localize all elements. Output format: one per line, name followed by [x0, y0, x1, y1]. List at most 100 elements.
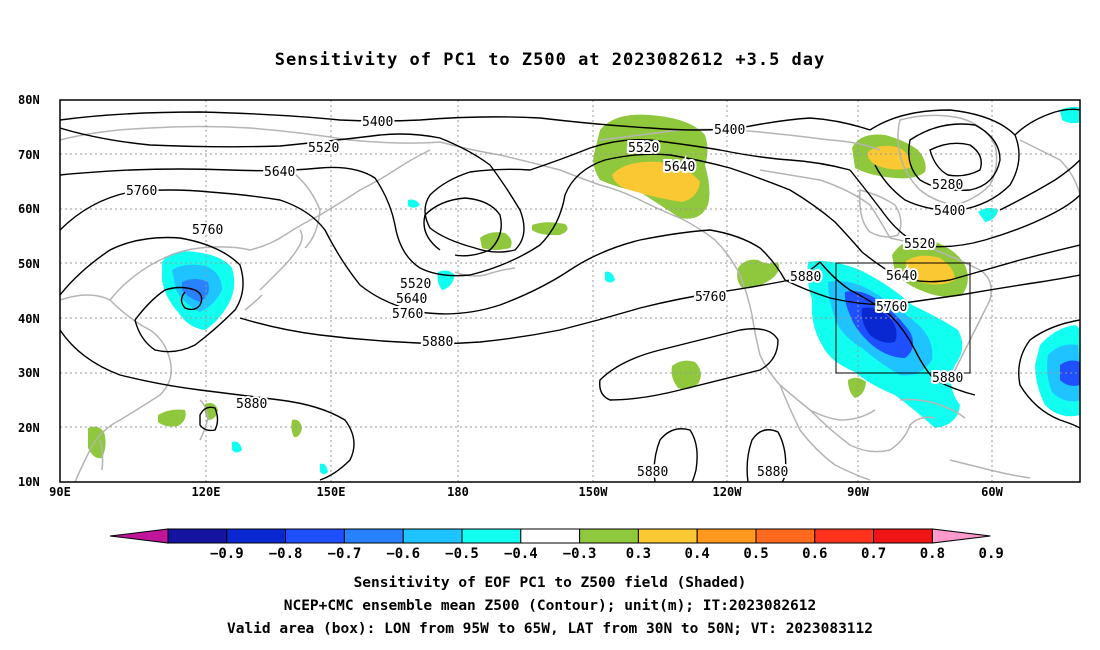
colorbar-cell — [285, 528, 345, 544]
contour-label: 5880 — [236, 397, 267, 412]
colorbar-cell — [696, 528, 757, 544]
contour-5880-pacific — [239, 261, 821, 345]
colorbar-arrow-high — [931, 528, 991, 544]
contour-5520-east — [849, 169, 1080, 248]
colorbar-cell — [814, 528, 875, 544]
colorbar-cell — [873, 528, 933, 544]
coastlines — [60, 114, 1080, 482]
positive-region-eastpacific — [671, 360, 701, 390]
contour-label: 5640 — [664, 160, 695, 175]
lon-labels: 90E 120E 150E 180 150W 120W 90W 60W — [49, 485, 1003, 499]
colorbar-label: −0.4 — [504, 546, 538, 562]
contour-label: 5760 — [192, 223, 223, 238]
negative-region-westpac — [320, 463, 328, 474]
colorbar-cell — [637, 528, 698, 544]
contour-label: 5640 — [264, 165, 295, 180]
contour-5760-west — [60, 189, 786, 315]
contour-label: 5880 — [757, 465, 788, 480]
negative-region-rockies — [605, 271, 615, 283]
contour-label: 5880 — [637, 465, 668, 480]
colorbar-cell — [520, 528, 581, 544]
colorbar-label: −0.5 — [445, 546, 479, 562]
lon-label: 90E — [49, 485, 71, 499]
contour-5640-east — [861, 244, 1080, 283]
lon-label: 150E — [317, 485, 346, 499]
colorbar-cell — [579, 528, 639, 544]
colorbar-label: −0.6 — [386, 546, 420, 562]
caption-valid-area: Valid area (box): LON from 95W to 65W, L… — [226, 621, 873, 637]
lat-label: 80N — [18, 93, 40, 107]
contour-5880-east — [819, 261, 976, 396]
contour-5760-east — [784, 274, 1080, 306]
contour-label: 5520 — [628, 141, 659, 156]
positive-region-rockies — [737, 259, 779, 289]
contour-label: 5400 — [362, 115, 393, 130]
lat-label: 20N — [18, 421, 40, 435]
contour-labels: 5400 5520 5640 5760 5760 5880 5880 5520 … — [124, 113, 967, 482]
contour-5880-atlantic — [1018, 319, 1080, 429]
contour-5280-greenland — [929, 142, 982, 177]
lat-label: 30N — [18, 366, 40, 380]
positive-region-westpacific — [158, 409, 186, 427]
contour-5880-subtropic — [60, 329, 355, 481]
sensitivity-map: 5400 5520 5640 5760 5760 5880 5880 5520 … — [18, 93, 1081, 562]
colorbar-arrow-low — [109, 528, 169, 544]
positive-region-pacific-2 — [532, 222, 568, 236]
contour-label: 5520 — [400, 277, 431, 292]
lat-label: 50N — [18, 257, 40, 271]
contour-label: 5760 — [876, 300, 907, 315]
colorbar-label: 0.7 — [861, 546, 886, 562]
lon-label: 120E — [192, 485, 221, 499]
contour-5880-main — [134, 286, 203, 321]
contour-label: 5880 — [422, 335, 453, 350]
contour-label: 5760 — [695, 290, 726, 305]
colorbar: −0.9 −0.8 −0.7 −0.6 −0.5 −0.4 −0.3 0.3 0.4 0.5 0.6… — [109, 528, 1004, 562]
colorbar-label: 0.6 — [802, 546, 827, 562]
contour-5760-kamchatka — [60, 236, 244, 353]
lat-label: 60N — [18, 202, 40, 216]
negative-region-japan — [232, 441, 242, 453]
negative-region-arctic — [1060, 106, 1080, 124]
contour-5400-west — [60, 111, 871, 131]
contour-label: 5280 — [932, 178, 963, 193]
lat-label: 40N — [18, 312, 40, 326]
contour-label: 5520 — [308, 141, 339, 156]
contour-label: 5640 — [886, 269, 917, 284]
negative-region-alaska — [408, 199, 420, 208]
lat-labels: 80N 70N 60N 50N 40N 30N 20N 10N — [18, 93, 40, 489]
lat-label: 10N — [18, 475, 40, 489]
colorbar-label: 0.8 — [920, 546, 945, 562]
colorbar-cell — [402, 528, 463, 544]
lon-label: 180 — [447, 485, 469, 499]
map-frame — [59, 99, 1081, 483]
contour-5280-outer — [908, 123, 1001, 191]
colorbar-cell — [755, 528, 816, 544]
contour-label: 5400 — [714, 123, 745, 138]
positive-region-guam — [291, 419, 302, 438]
contour-label: 5640 — [396, 292, 427, 307]
positive-region-gulf — [848, 377, 866, 398]
contour-5880-mexico2 — [746, 429, 787, 482]
colorbar-label: −0.7 — [328, 546, 362, 562]
caption-shaded: Sensitivity of EOF PC1 to Z500 field (Sh… — [353, 575, 747, 591]
colorbar-label: 0.9 — [979, 546, 1004, 562]
positive-region-pacific-1 — [480, 232, 512, 250]
graticule — [60, 100, 1080, 482]
contour-label: 5880 — [932, 371, 963, 386]
lon-label: 150W — [579, 485, 609, 499]
caption-contour: NCEP+CMC ensemble mean Z500 (Contour); u… — [283, 598, 817, 614]
colorbar-label: 0.5 — [743, 546, 768, 562]
contour-label: 5760 — [126, 184, 157, 199]
valid-area-box — [835, 262, 971, 374]
colorbar-label: 0.4 — [685, 546, 710, 562]
contour-5640-west — [60, 153, 863, 277]
contour-label: 5400 — [934, 204, 965, 219]
colorbar-label: −0.3 — [563, 546, 597, 562]
lat-label: 70N — [18, 148, 40, 162]
lon-label: 90W — [847, 485, 869, 499]
contour-label: 5760 — [392, 307, 423, 322]
colorbar-label: −0.8 — [269, 546, 303, 562]
contour-label: 5880 — [790, 270, 821, 285]
colorbar-cell — [167, 528, 228, 544]
contour-5880-mexico1 — [653, 428, 698, 482]
